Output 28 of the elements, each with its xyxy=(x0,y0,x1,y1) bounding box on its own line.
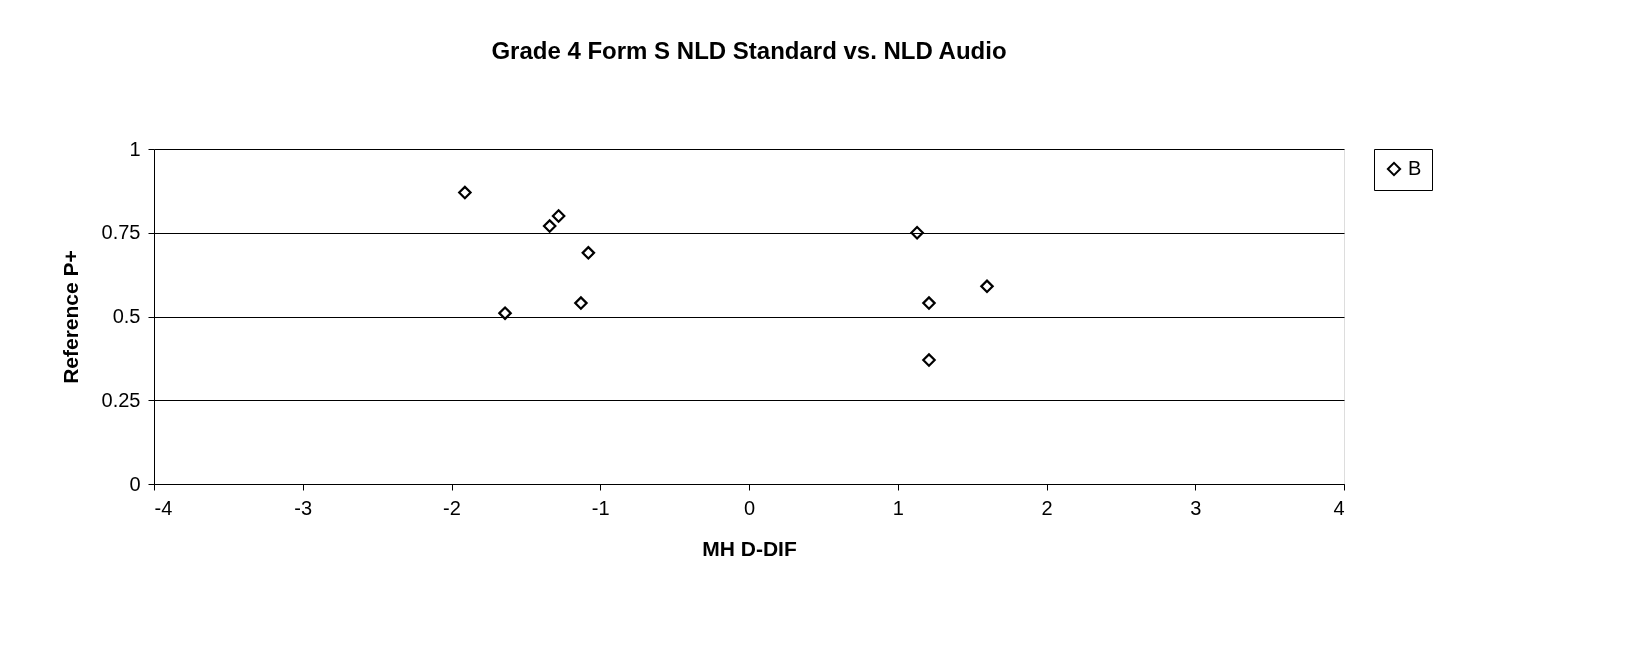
x-tick-label: 2 xyxy=(1041,496,1053,519)
point xyxy=(574,296,588,310)
y-tick-label: 0.5 xyxy=(112,305,141,327)
point xyxy=(910,225,924,240)
y-tick-label: 1 xyxy=(129,137,141,160)
point xyxy=(458,185,472,200)
x-tick-label: -3 xyxy=(294,496,313,519)
x-tick-label: -1 xyxy=(591,496,610,519)
x-tick-label: 4 xyxy=(1333,496,1345,519)
point xyxy=(542,219,557,233)
y-tick-label: 0.75 xyxy=(101,221,141,244)
point xyxy=(980,279,994,294)
x-tick-label: 0 xyxy=(743,496,756,519)
point xyxy=(551,209,566,223)
point xyxy=(581,246,596,260)
x-tick-label: 1 xyxy=(892,496,904,519)
x-tick-label: -2 xyxy=(443,496,461,519)
x-tick-label: -4 xyxy=(154,496,173,519)
y-tick-label: 0.25 xyxy=(101,388,141,411)
chart-title: Grade 4 Form S NLD Standard vs. NLD Audio xyxy=(491,37,1007,64)
point xyxy=(922,296,936,310)
legend-label: B xyxy=(1408,157,1422,179)
y-tick-label: 0 xyxy=(129,472,141,495)
point xyxy=(922,353,936,367)
point xyxy=(498,306,512,320)
x-axis-title: MH D-DIF xyxy=(702,536,797,560)
x-tick-label: 3 xyxy=(1190,496,1202,519)
y-axis-title: Reference P+ xyxy=(58,250,82,384)
